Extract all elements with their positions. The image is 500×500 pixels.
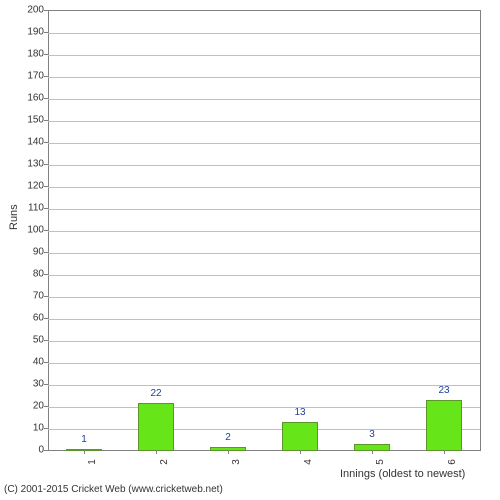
x-tick-mark xyxy=(372,450,373,454)
chart-container: Runs Innings (oldest to newest) (C) 2001… xyxy=(0,0,500,500)
gridline xyxy=(48,121,480,122)
y-tick-mark xyxy=(44,274,48,275)
y-tick-mark xyxy=(44,32,48,33)
bar xyxy=(282,422,318,451)
y-tick-label: 160 xyxy=(4,93,44,104)
y-tick-label: 10 xyxy=(4,423,44,434)
y-tick-mark xyxy=(44,450,48,451)
y-tick-mark xyxy=(44,76,48,77)
gridline xyxy=(48,187,480,188)
x-tick-mark xyxy=(300,450,301,454)
y-tick-mark xyxy=(44,142,48,143)
y-tick-mark xyxy=(44,230,48,231)
x-tick-mark xyxy=(228,450,229,454)
y-tick-mark xyxy=(44,296,48,297)
y-tick-label: 80 xyxy=(4,269,44,280)
bar-value-label: 22 xyxy=(150,388,161,399)
y-tick-label: 30 xyxy=(4,379,44,390)
y-tick-mark xyxy=(44,340,48,341)
x-tick-label: 3 xyxy=(231,459,242,465)
y-tick-mark xyxy=(44,208,48,209)
y-tick-label: 110 xyxy=(4,203,44,214)
y-tick-mark xyxy=(44,186,48,187)
y-tick-mark xyxy=(44,384,48,385)
y-tick-mark xyxy=(44,428,48,429)
gridline xyxy=(48,231,480,232)
gridline xyxy=(48,275,480,276)
y-tick-label: 90 xyxy=(4,247,44,258)
x-tick-label: 1 xyxy=(87,459,98,465)
bar-value-label: 3 xyxy=(369,429,375,440)
gridline xyxy=(48,407,480,408)
gridline xyxy=(48,99,480,100)
y-tick-mark xyxy=(44,318,48,319)
x-tick-mark xyxy=(444,450,445,454)
y-tick-mark xyxy=(44,98,48,99)
gridline xyxy=(48,165,480,166)
y-tick-label: 40 xyxy=(4,357,44,368)
bar-value-label: 13 xyxy=(294,407,305,418)
plot-area xyxy=(48,11,480,451)
gridline xyxy=(48,209,480,210)
x-tick-label: 4 xyxy=(303,459,314,465)
gridline xyxy=(48,143,480,144)
x-tick-mark xyxy=(84,450,85,454)
gridline xyxy=(48,363,480,364)
y-tick-label: 100 xyxy=(4,225,44,236)
x-tick-mark xyxy=(156,450,157,454)
y-tick-mark xyxy=(44,10,48,11)
bar-value-label: 23 xyxy=(438,385,449,396)
y-tick-mark xyxy=(44,252,48,253)
y-tick-label: 190 xyxy=(4,27,44,38)
bar xyxy=(426,400,462,451)
y-tick-label: 50 xyxy=(4,335,44,346)
y-tick-label: 140 xyxy=(4,137,44,148)
bar-value-label: 1 xyxy=(81,434,87,445)
x-tick-label: 2 xyxy=(159,459,170,465)
bar xyxy=(138,403,174,451)
y-tick-mark xyxy=(44,120,48,121)
gridline xyxy=(48,33,480,34)
gridline xyxy=(48,297,480,298)
x-axis-label: Innings (oldest to newest) xyxy=(340,468,465,480)
copyright-text: (C) 2001-2015 Cricket Web (www.cricketwe… xyxy=(4,484,223,495)
y-tick-label: 200 xyxy=(4,5,44,16)
y-tick-mark xyxy=(44,54,48,55)
x-tick-label: 5 xyxy=(375,459,386,465)
y-tick-label: 0 xyxy=(4,445,44,456)
gridline xyxy=(48,429,480,430)
y-tick-label: 70 xyxy=(4,291,44,302)
gridline xyxy=(48,253,480,254)
y-tick-label: 180 xyxy=(4,49,44,60)
y-tick-label: 120 xyxy=(4,181,44,192)
y-tick-label: 170 xyxy=(4,71,44,82)
y-tick-mark xyxy=(44,164,48,165)
gridline xyxy=(48,341,480,342)
x-tick-label: 6 xyxy=(447,459,458,465)
bar-value-label: 2 xyxy=(225,432,231,443)
y-tick-label: 60 xyxy=(4,313,44,324)
y-tick-mark xyxy=(44,406,48,407)
gridline xyxy=(48,55,480,56)
gridline xyxy=(48,385,480,386)
chart-area xyxy=(48,10,481,451)
y-tick-mark xyxy=(44,362,48,363)
y-tick-label: 150 xyxy=(4,115,44,126)
y-tick-label: 20 xyxy=(4,401,44,412)
gridline xyxy=(48,319,480,320)
y-tick-label: 130 xyxy=(4,159,44,170)
gridline xyxy=(48,77,480,78)
